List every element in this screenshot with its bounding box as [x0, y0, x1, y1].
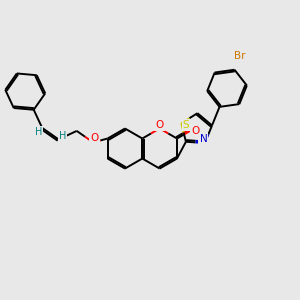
- Text: Br: Br: [234, 51, 246, 61]
- Text: O: O: [90, 133, 98, 143]
- Text: S: S: [183, 120, 189, 130]
- Text: H: H: [35, 127, 42, 137]
- Text: O: O: [155, 120, 164, 130]
- Text: H: H: [58, 130, 66, 140]
- Text: O: O: [191, 126, 200, 136]
- Text: N: N: [200, 134, 207, 144]
